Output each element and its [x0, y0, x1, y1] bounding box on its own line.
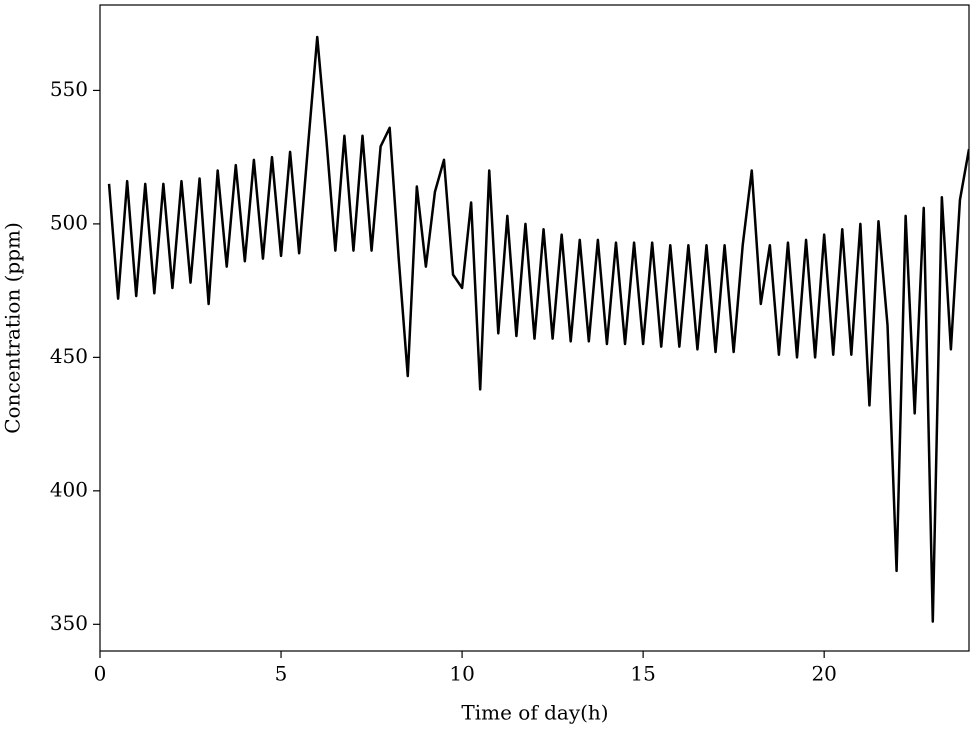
x-tick-label: 0	[94, 662, 107, 686]
x-tick-label: 10	[449, 662, 474, 686]
line	[107, 35, 969, 623]
y-tick-label: 500	[50, 210, 88, 234]
y-axis-label: Concentration (ppm)	[1, 222, 25, 434]
x-axis-label: Time of day(h)	[461, 701, 608, 725]
y-tick-label: 350	[50, 611, 88, 635]
x-tick-label: 15	[630, 662, 655, 686]
x-tick-label: 20	[811, 662, 836, 686]
y-tick-label: 450	[50, 344, 88, 368]
y-tick-label: 550	[50, 77, 88, 101]
y-tick-label: 400	[50, 477, 88, 501]
x-tick-label: 5	[275, 662, 288, 686]
plot-frame	[99, 4, 970, 652]
